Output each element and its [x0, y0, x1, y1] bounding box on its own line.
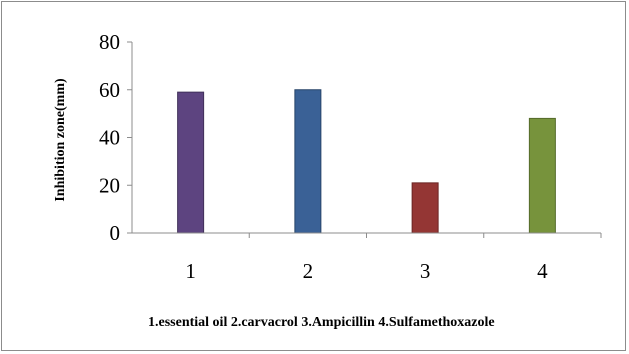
y-tick-label: 20 — [99, 173, 120, 197]
y-axis-title: Inhibition zone(mm) — [53, 78, 68, 202]
x-tick-label: 3 — [420, 259, 431, 283]
category-key-annotation: 1.essential oil 2.carvacrol 3.Ampicillin… — [148, 315, 495, 330]
bars — [177, 89, 556, 234]
y-tick-label: 0 — [110, 221, 121, 245]
x-tick-label: 1 — [185, 259, 196, 283]
bar-2 — [294, 89, 322, 234]
bar-3 — [411, 182, 439, 234]
y-axis-ticks: 0 20 40 60 80 — [99, 30, 132, 245]
x-axis-ticks: 1 2 3 4 — [185, 233, 602, 283]
bar-4 — [528, 117, 556, 234]
y-tick-label: 80 — [99, 30, 120, 54]
x-tick-label: 2 — [303, 259, 314, 283]
bar-1 — [177, 91, 205, 234]
x-tick-label: 4 — [537, 259, 548, 283]
y-tick-label: 40 — [99, 126, 120, 150]
y-tick-label: 60 — [99, 78, 120, 102]
